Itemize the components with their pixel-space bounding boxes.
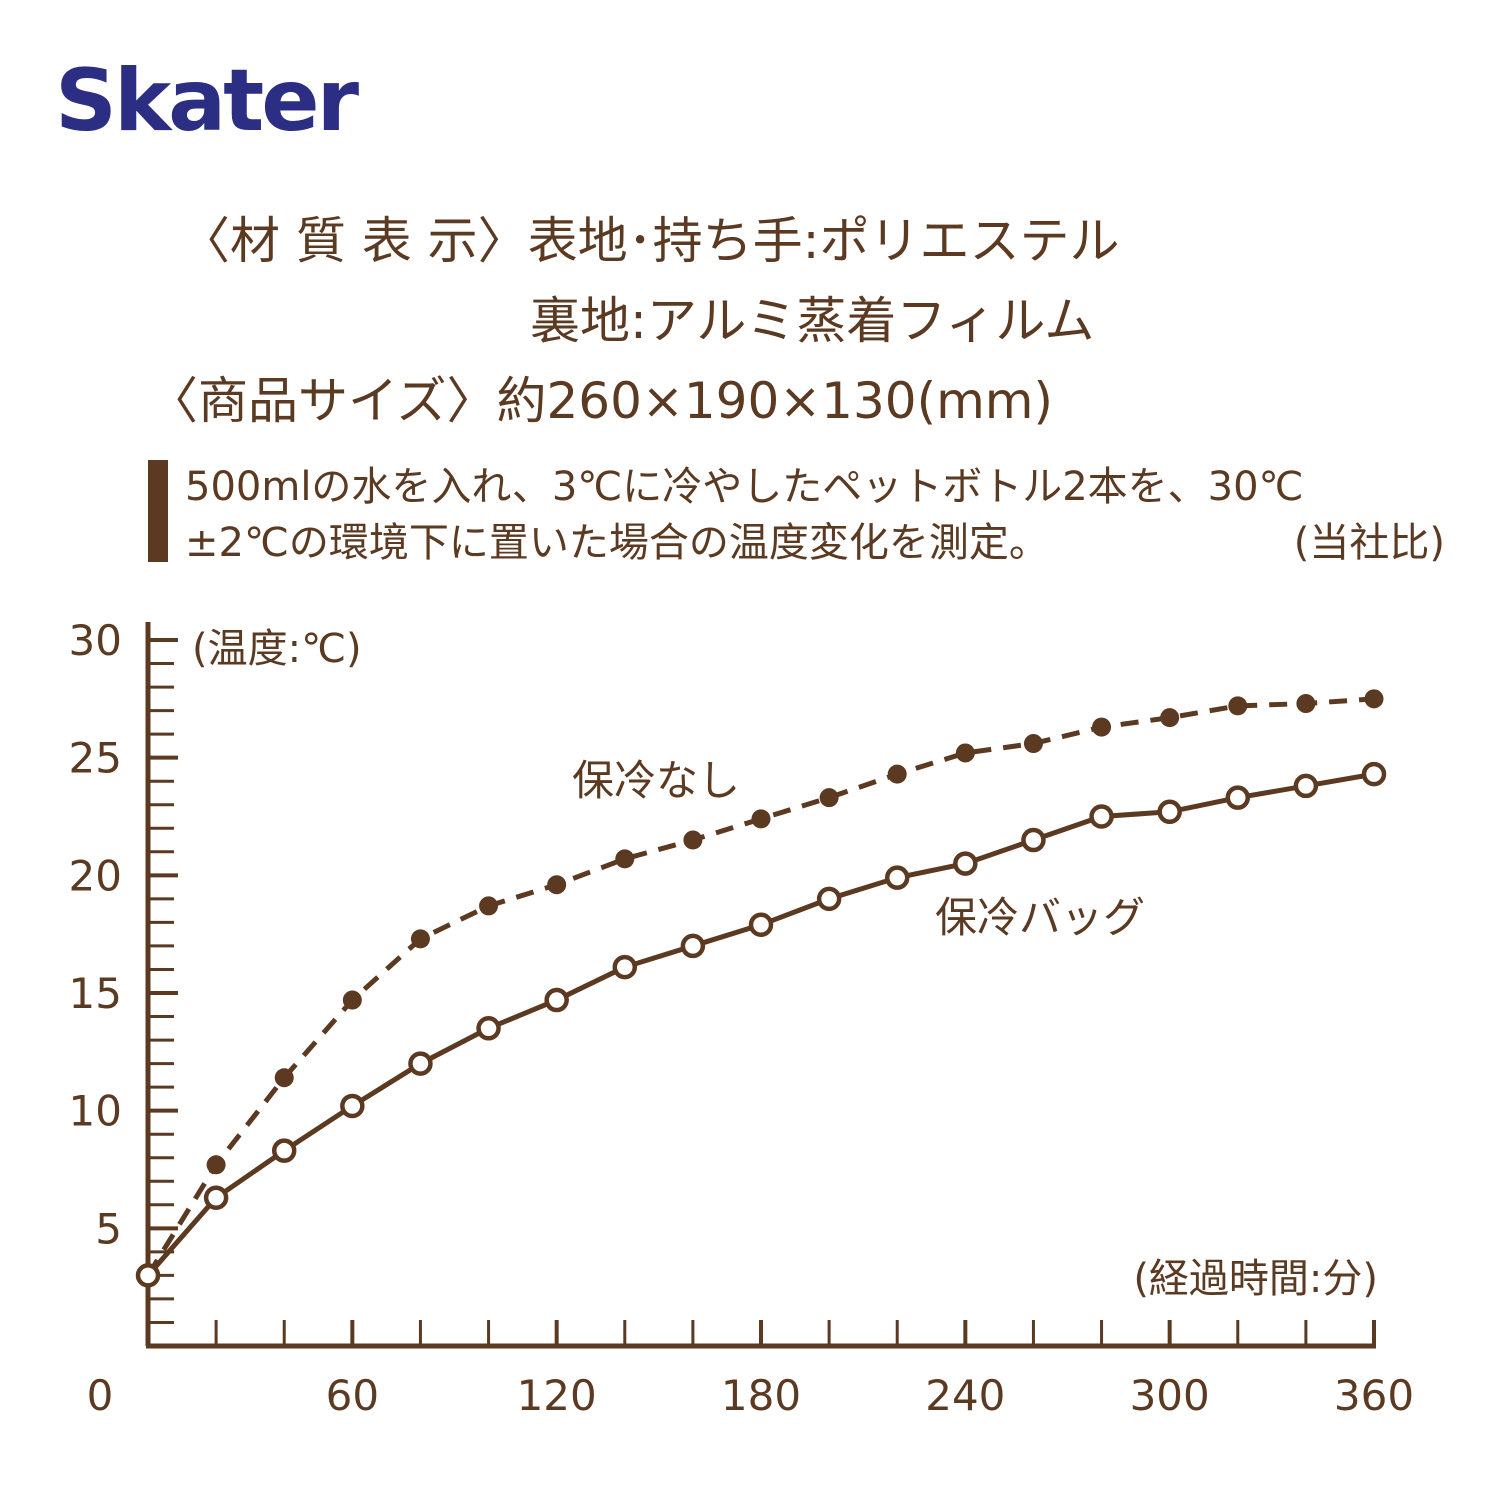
x-tick-label: 360 [1334,1371,1414,1420]
point [410,929,430,949]
y-tick-label: 25 [69,734,122,783]
point [1092,717,1112,737]
point [203,1185,229,1210]
point [271,1138,297,1163]
note-line: ±2℃の環境下に置いた場合の温度変化を測定。 [185,520,1049,566]
point [479,896,499,916]
point [408,1051,433,1076]
x-tick-label: 300 [1130,1371,1210,1420]
material-line: 〈材 質 表 示〉表地･持ち手:ポリエステル [180,212,1120,270]
point [1293,773,1319,799]
point [1160,708,1180,728]
point [1023,734,1043,754]
point [342,990,362,1010]
y-tick-label: 30 [69,616,122,665]
point [1157,799,1182,825]
x-axis-label: (経過時間:分) [1133,1256,1378,1302]
size-line: 〈商品サイズ〉約260×190×130(mm) [148,372,1053,430]
y-axis-label: (温度:℃) [192,626,362,672]
point [1361,761,1387,787]
point [476,1016,501,1041]
point [547,875,567,895]
y-tick-label: 20 [69,851,122,900]
point [1021,827,1046,853]
point [340,1093,365,1119]
point [544,987,569,1013]
series-label: 保冷なし [572,756,740,805]
x-tick-label: 180 [721,1371,801,1420]
x-tick-label: 120 [517,1371,597,1420]
y-tick-label: 10 [69,1087,122,1136]
y-tick-label: 5 [95,1204,122,1253]
point [1296,694,1316,714]
point [751,809,771,829]
note-line: 500mlの水を入れ、3℃に冷やしたペットボトル2本を、30℃ [185,464,1303,510]
x-tick-label: 0 [87,1371,114,1420]
point [748,912,774,938]
point [1089,804,1114,829]
point [683,830,703,850]
y-tick-label: 15 [69,969,122,1018]
point [1364,689,1384,709]
point [1228,696,1248,716]
series-label: 保冷バッグ [935,893,1145,942]
point [274,1068,294,1088]
logo: Skater [55,51,360,151]
point [615,849,635,869]
point [887,764,907,784]
point [819,788,839,808]
point [953,851,978,876]
note-bar [148,460,168,562]
material-line: 裏地:アルミ蒸着フィルム [530,292,1094,350]
x-tick-label: 60 [326,1371,379,1420]
point [135,1263,161,1288]
point [1225,785,1251,810]
x-tick-label: 240 [925,1371,1005,1420]
point [955,743,975,763]
point [816,886,842,912]
point [206,1155,226,1175]
note-source: (当社比) [1294,520,1445,566]
point [884,865,910,890]
point [680,933,706,959]
point [612,954,638,980]
